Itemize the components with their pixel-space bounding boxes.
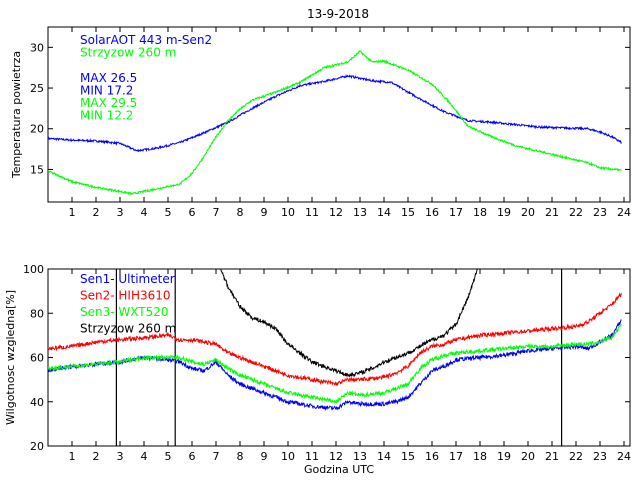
plot-frame (47, 26, 631, 203)
x-tick-label: 11 (305, 450, 319, 463)
x-tick-label: 18 (473, 450, 487, 463)
chart-title: 13-9-2018 (307, 7, 369, 21)
x-tick-label: 14 (377, 450, 391, 463)
x-tick-label: 8 (237, 450, 244, 463)
x-tick-label: 5 (165, 450, 172, 463)
x-tick-label: 16 (425, 450, 439, 463)
x-tick-label: 21 (545, 206, 559, 219)
series-line-sen3-wxt520 (48, 324, 623, 404)
x-tick-label: 7 (213, 450, 220, 463)
x-tick-label: 1 (69, 450, 76, 463)
x-tick-label: 11 (305, 206, 319, 219)
x-tick-label: 1 (69, 206, 76, 219)
y-tick-label: 40 (30, 396, 44, 409)
x-tick-label: 3 (117, 206, 124, 219)
x-tick-label: 21 (545, 450, 559, 463)
x-tick-label: 2 (93, 206, 100, 219)
series-line-strzyzow-260-m (220, 269, 478, 378)
x-tick-label: 10 (281, 450, 295, 463)
annotation-min-strz: MIN 12.2 (80, 109, 133, 123)
x-tick-label: 4 (141, 450, 148, 463)
x-tick-label: 12 (329, 206, 343, 219)
legend-entry: Strzyzow 260 m (80, 322, 176, 336)
y-tick-label: 20 (30, 440, 44, 453)
y-tick-label: 80 (30, 307, 44, 320)
y-tick-label: 30 (30, 41, 44, 54)
x-tick-label: 12 (329, 450, 343, 463)
x-tick-label: 19 (497, 450, 511, 463)
y-axis-label: Temperatura powietrza (10, 51, 23, 179)
x-tick-label: 20 (521, 206, 535, 219)
x-tick-label: 20 (521, 450, 535, 463)
x-tick-label: 4 (141, 206, 148, 219)
y-tick-label: 20 (30, 123, 44, 136)
x-tick-label: 22 (569, 206, 583, 219)
x-axis-label: Godzina UTC (304, 463, 374, 476)
series-line-solaraot-443-m-sen2 (48, 74, 622, 153)
x-tick-label: 7 (213, 206, 220, 219)
annotation-max-sen2: MAX 26.5 (80, 71, 137, 85)
x-tick-label: 9 (261, 206, 268, 219)
x-tick-label: 2 (93, 450, 100, 463)
annotation-min-sen2: MIN 17.2 (80, 84, 133, 98)
x-tick-label: 8 (237, 206, 244, 219)
x-tick-label: 13 (353, 206, 367, 219)
x-tick-label: 15 (401, 450, 415, 463)
legend-entry: Sen2- HIH3610 (80, 289, 171, 303)
y-tick-label: 25 (30, 82, 44, 95)
y-tick-label: 100 (23, 263, 44, 276)
annotation-max-strz: MAX 29.5 (80, 96, 137, 110)
x-tick-label: 10 (281, 206, 295, 219)
x-tick-label: 6 (189, 206, 196, 219)
x-tick-label: 23 (593, 206, 607, 219)
legend-entry: Sen3- WXT520 (80, 305, 169, 319)
temperature-panel: 1 2 3 4 5 6 7 8 9 10 11 12 13 14 15 16 17 18 19 20 21 22 23 241… (10, 26, 631, 219)
series-group (48, 50, 622, 196)
x-tick-label: 3 (117, 450, 124, 463)
y-axis-label: Wilgotnosc wzgledna[%] (4, 290, 17, 425)
legend-entry: Sen1- Ultimeter (80, 272, 175, 286)
x-tick-label: 24 (617, 206, 631, 219)
x-tick-label: 17 (449, 206, 463, 219)
x-tick-label: 13 (353, 450, 367, 463)
x-tick-label: 17 (449, 450, 463, 463)
x-tick-label: 15 (401, 206, 415, 219)
x-tick-label: 9 (261, 450, 268, 463)
humidity-panel: 1 2 3 4 5 6 7 8 9 10 11 12 13 14 15 16 17 18 19 20 21 22 23 242… (4, 263, 631, 476)
x-tick-label: 16 (425, 206, 439, 219)
y-tick-label: 15 (30, 163, 44, 176)
x-tick-label: 24 (617, 450, 631, 463)
series-line-strzyzow-260-m (48, 50, 622, 196)
x-tick-label: 5 (165, 206, 172, 219)
x-tick-label: 6 (189, 450, 196, 463)
x-tick-label: 18 (473, 206, 487, 219)
x-tick-label: 14 (377, 206, 391, 219)
x-tick-label: 19 (497, 206, 511, 219)
x-tick-label: 22 (569, 450, 583, 463)
series-group (48, 269, 623, 411)
y-tick-label: 60 (30, 352, 44, 365)
legend-entry: SolarAOT 443 m-Sen2 (80, 33, 212, 47)
series-line-sen2-hih3610 (48, 292, 623, 386)
legend-entry: Strzyzow 260 m (80, 46, 176, 60)
x-tick-label: 23 (593, 450, 607, 463)
